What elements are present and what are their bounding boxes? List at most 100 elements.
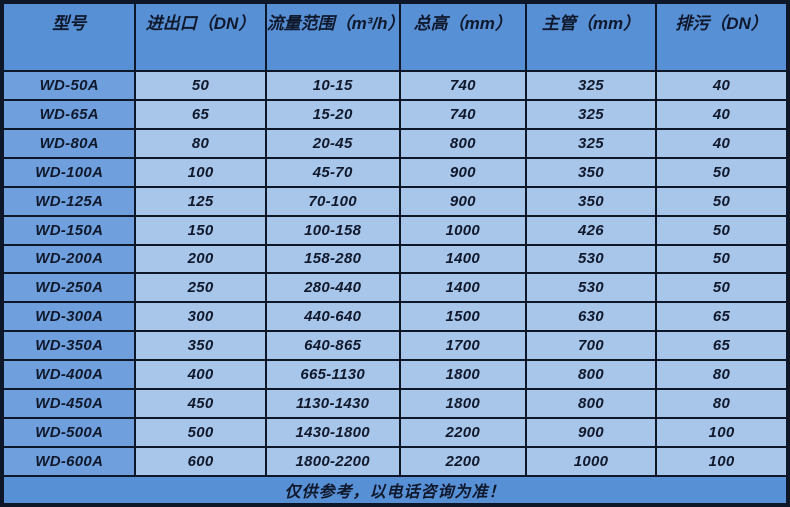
value-cell: 50: [655, 214, 788, 246]
model-cell: WD-600A: [1, 445, 137, 478]
value-cell: 1800-2200: [264, 445, 401, 478]
table-header: 型号 进出口（DN） 流量范围（m³/h） 总高（mm） 主管（mm） 排污（D…: [1, 2, 788, 72]
value-cell: 426: [524, 214, 658, 246]
value-cell: 80: [655, 388, 788, 420]
value-cell: 100: [655, 417, 788, 448]
table-row: WD-100A 100 45-70 900 350 50: [1, 156, 788, 188]
value-cell: 50: [655, 243, 788, 275]
footer-note: 仅供参考，以电话咨询为准！: [2, 475, 788, 505]
value-cell: 100: [655, 445, 788, 478]
value-cell: 740: [398, 70, 527, 101]
column-header-flow-range: 流量范围（m³/h）: [264, 2, 401, 72]
table-row: WD-250A 250 280-440 1400 530 50: [1, 272, 788, 304]
value-cell: 440-640: [264, 301, 401, 333]
value-cell: 1500: [398, 301, 527, 333]
value-cell: 900: [398, 156, 527, 188]
value-cell: 740: [398, 98, 527, 130]
value-cell: 900: [524, 417, 658, 448]
value-cell: 1430-1800: [264, 417, 401, 448]
value-cell: 1400: [398, 272, 527, 304]
value-cell: 1800: [398, 388, 527, 420]
value-cell: 20-45: [264, 127, 401, 159]
column-header-total-height: 总高（mm）: [398, 2, 527, 72]
value-cell: 50: [655, 156, 788, 188]
value-cell: 630: [524, 301, 658, 333]
model-cell: WD-350A: [1, 330, 137, 362]
value-cell: 65: [655, 301, 788, 333]
column-header-main-pipe: 主管（mm）: [524, 2, 658, 72]
value-cell: 45-70: [264, 156, 401, 188]
value-cell: 15-20: [264, 98, 401, 130]
table-row: WD-400A 400 665-1130 1800 800 80: [1, 359, 788, 391]
value-cell: 1130-1430: [264, 388, 401, 420]
value-cell: 1000: [398, 214, 527, 246]
value-cell: 450: [134, 388, 267, 420]
model-cell: WD-250A: [1, 272, 137, 304]
column-header-model: 型号: [1, 2, 137, 72]
value-cell: 10-15: [264, 70, 401, 101]
value-cell: 125: [134, 185, 267, 217]
value-cell: 80: [134, 127, 267, 159]
value-cell: 325: [524, 98, 658, 130]
model-cell: WD-450A: [1, 388, 137, 420]
model-cell: WD-80A: [1, 127, 137, 159]
value-cell: 300: [134, 301, 267, 333]
value-cell: 250: [134, 272, 267, 304]
value-cell: 325: [524, 70, 658, 101]
value-cell: 640-865: [264, 330, 401, 362]
table-row: WD-65A 65 15-20 740 325 40: [1, 98, 788, 130]
table-footer: 仅供参考，以电话咨询为准！: [2, 475, 788, 505]
model-cell: WD-150A: [1, 214, 137, 246]
value-cell: 65: [655, 330, 788, 362]
model-cell: WD-200A: [1, 243, 137, 275]
value-cell: 500: [134, 417, 267, 448]
value-cell: 1400: [398, 243, 527, 275]
value-cell: 800: [524, 388, 658, 420]
model-cell: WD-300A: [1, 301, 137, 333]
table-row: WD-300A 300 440-640 1500 630 65: [1, 301, 788, 333]
value-cell: 800: [524, 359, 658, 391]
value-cell: 2200: [398, 445, 527, 478]
value-cell: 1000: [524, 445, 658, 478]
model-cell: WD-125A: [1, 185, 137, 217]
column-header-inlet-outlet: 进出口（DN）: [134, 2, 267, 72]
footer-row: 仅供参考，以电话咨询为准！: [2, 475, 788, 505]
value-cell: 50: [134, 70, 267, 101]
value-cell: 100-158: [264, 214, 401, 246]
value-cell: 400: [134, 359, 267, 391]
column-header-drain: 排污（DN）: [655, 2, 788, 72]
value-cell: 350: [524, 156, 658, 188]
model-cell: WD-65A: [1, 98, 137, 130]
value-cell: 2200: [398, 417, 527, 448]
value-cell: 200: [134, 243, 267, 275]
value-cell: 70-100: [264, 185, 401, 217]
model-cell: WD-500A: [1, 417, 137, 448]
value-cell: 530: [524, 243, 658, 275]
model-cell: WD-50A: [1, 70, 137, 101]
table-row: WD-500A 500 1430-1800 2200 900 100: [1, 417, 788, 448]
value-cell: 350: [134, 330, 267, 362]
value-cell: 900: [398, 185, 527, 217]
value-cell: 158-280: [264, 243, 401, 275]
value-cell: 50: [655, 185, 788, 217]
value-cell: 150: [134, 214, 267, 246]
value-cell: 1700: [398, 330, 527, 362]
table-row: WD-450A 450 1130-1430 1800 800 80: [1, 388, 788, 420]
value-cell: 530: [524, 272, 658, 304]
value-cell: 600: [134, 445, 267, 478]
table-row: WD-150A 150 100-158 1000 426 50: [1, 214, 788, 246]
header-row: 型号 进出口（DN） 流量范围（m³/h） 总高（mm） 主管（mm） 排污（D…: [1, 2, 788, 72]
table-row: WD-125A 125 70-100 900 350 50: [1, 185, 788, 217]
value-cell: 700: [524, 330, 658, 362]
value-cell: 325: [524, 127, 658, 159]
value-cell: 280-440: [264, 272, 401, 304]
value-cell: 40: [655, 127, 788, 159]
value-cell: 40: [655, 98, 788, 130]
value-cell: 80: [655, 359, 788, 391]
spec-table-body: WD-50A 50 10-15 740 325 40 WD-65A 65 15-20 740 325…: [1, 70, 788, 478]
value-cell: 800: [398, 127, 527, 159]
table-row: WD-80A 80 20-45 800 325 40: [1, 127, 788, 159]
table-row: WD-600A 600 1800-2200 2200 1000 100: [1, 445, 788, 478]
